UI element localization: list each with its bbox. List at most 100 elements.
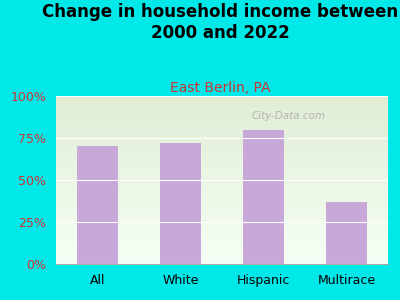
Bar [56, 188, 388, 190]
Bar [56, 185, 388, 187]
Bar [56, 101, 388, 103]
Bar [77, 146, 118, 264]
Bar [56, 165, 388, 166]
Bar [160, 143, 201, 264]
Bar [56, 229, 388, 230]
Bar [56, 194, 388, 195]
Bar [56, 152, 388, 153]
Bar [56, 161, 388, 163]
Bar [56, 224, 388, 225]
Bar [56, 219, 388, 220]
Bar [56, 239, 388, 241]
Bar [56, 180, 388, 182]
Bar [56, 136, 388, 138]
Bar [56, 222, 388, 224]
Bar [56, 178, 388, 180]
Bar [56, 111, 388, 113]
Bar [56, 220, 388, 222]
Bar [56, 116, 388, 118]
Bar [56, 242, 388, 244]
Bar [56, 199, 388, 200]
Bar [56, 110, 388, 111]
Bar [56, 217, 388, 219]
Bar [56, 205, 388, 207]
Bar [56, 124, 388, 126]
Bar [56, 119, 388, 121]
Bar [56, 96, 388, 98]
Bar [56, 207, 388, 208]
Bar [56, 215, 388, 217]
Bar [56, 195, 388, 197]
Bar [56, 175, 388, 177]
Bar [56, 121, 388, 123]
Bar [56, 261, 388, 262]
Bar [56, 146, 388, 148]
Bar [56, 128, 388, 130]
Bar [56, 157, 388, 158]
Bar [56, 256, 388, 257]
Bar [56, 108, 388, 109]
Bar [56, 192, 388, 194]
Bar [56, 183, 388, 185]
Bar [56, 153, 388, 155]
Text: City-Data.com: City-Data.com [251, 111, 326, 121]
Bar [56, 214, 388, 215]
Bar [56, 177, 388, 178]
Bar [56, 187, 388, 188]
Bar [56, 210, 388, 212]
Bar [56, 236, 388, 237]
Bar [56, 227, 388, 229]
Bar [56, 163, 388, 165]
Bar [56, 168, 388, 170]
Bar [56, 197, 388, 199]
Bar [56, 133, 388, 135]
Bar [56, 173, 388, 175]
Bar [56, 118, 388, 119]
Bar [56, 155, 388, 157]
Bar [56, 230, 388, 232]
Bar [56, 225, 388, 227]
Bar [56, 249, 388, 250]
Text: East Berlin, PA: East Berlin, PA [170, 81, 270, 95]
Bar [56, 234, 388, 236]
Bar [56, 145, 388, 146]
Bar [56, 106, 388, 108]
Bar [56, 104, 388, 106]
Bar [56, 190, 388, 192]
Bar [56, 262, 388, 264]
Bar [56, 250, 388, 252]
Bar [56, 244, 388, 245]
Bar [243, 130, 284, 264]
Bar [56, 158, 388, 160]
Bar [56, 123, 388, 124]
Bar [56, 150, 388, 152]
Bar [56, 241, 388, 242]
Bar [56, 212, 388, 214]
Bar [56, 135, 388, 136]
Bar [56, 247, 388, 249]
Bar [56, 115, 388, 116]
Bar [56, 172, 388, 173]
Text: Change in household income between
2000 and 2022: Change in household income between 2000 … [42, 3, 398, 42]
Bar [56, 141, 388, 143]
Bar [56, 252, 388, 254]
Bar [56, 182, 388, 183]
Bar [56, 202, 388, 203]
Bar [56, 208, 388, 210]
Bar [56, 160, 388, 161]
Bar [56, 259, 388, 261]
Bar [326, 202, 367, 264]
Bar [56, 167, 388, 168]
Bar [56, 143, 388, 145]
Bar [56, 131, 388, 133]
Bar [56, 170, 388, 172]
Bar [56, 99, 388, 101]
Bar [56, 98, 388, 99]
Bar [56, 257, 388, 259]
Bar [56, 237, 388, 239]
Bar [56, 203, 388, 205]
Bar [56, 200, 388, 202]
Bar [56, 138, 388, 140]
Bar [56, 103, 388, 104]
Bar [56, 254, 388, 256]
